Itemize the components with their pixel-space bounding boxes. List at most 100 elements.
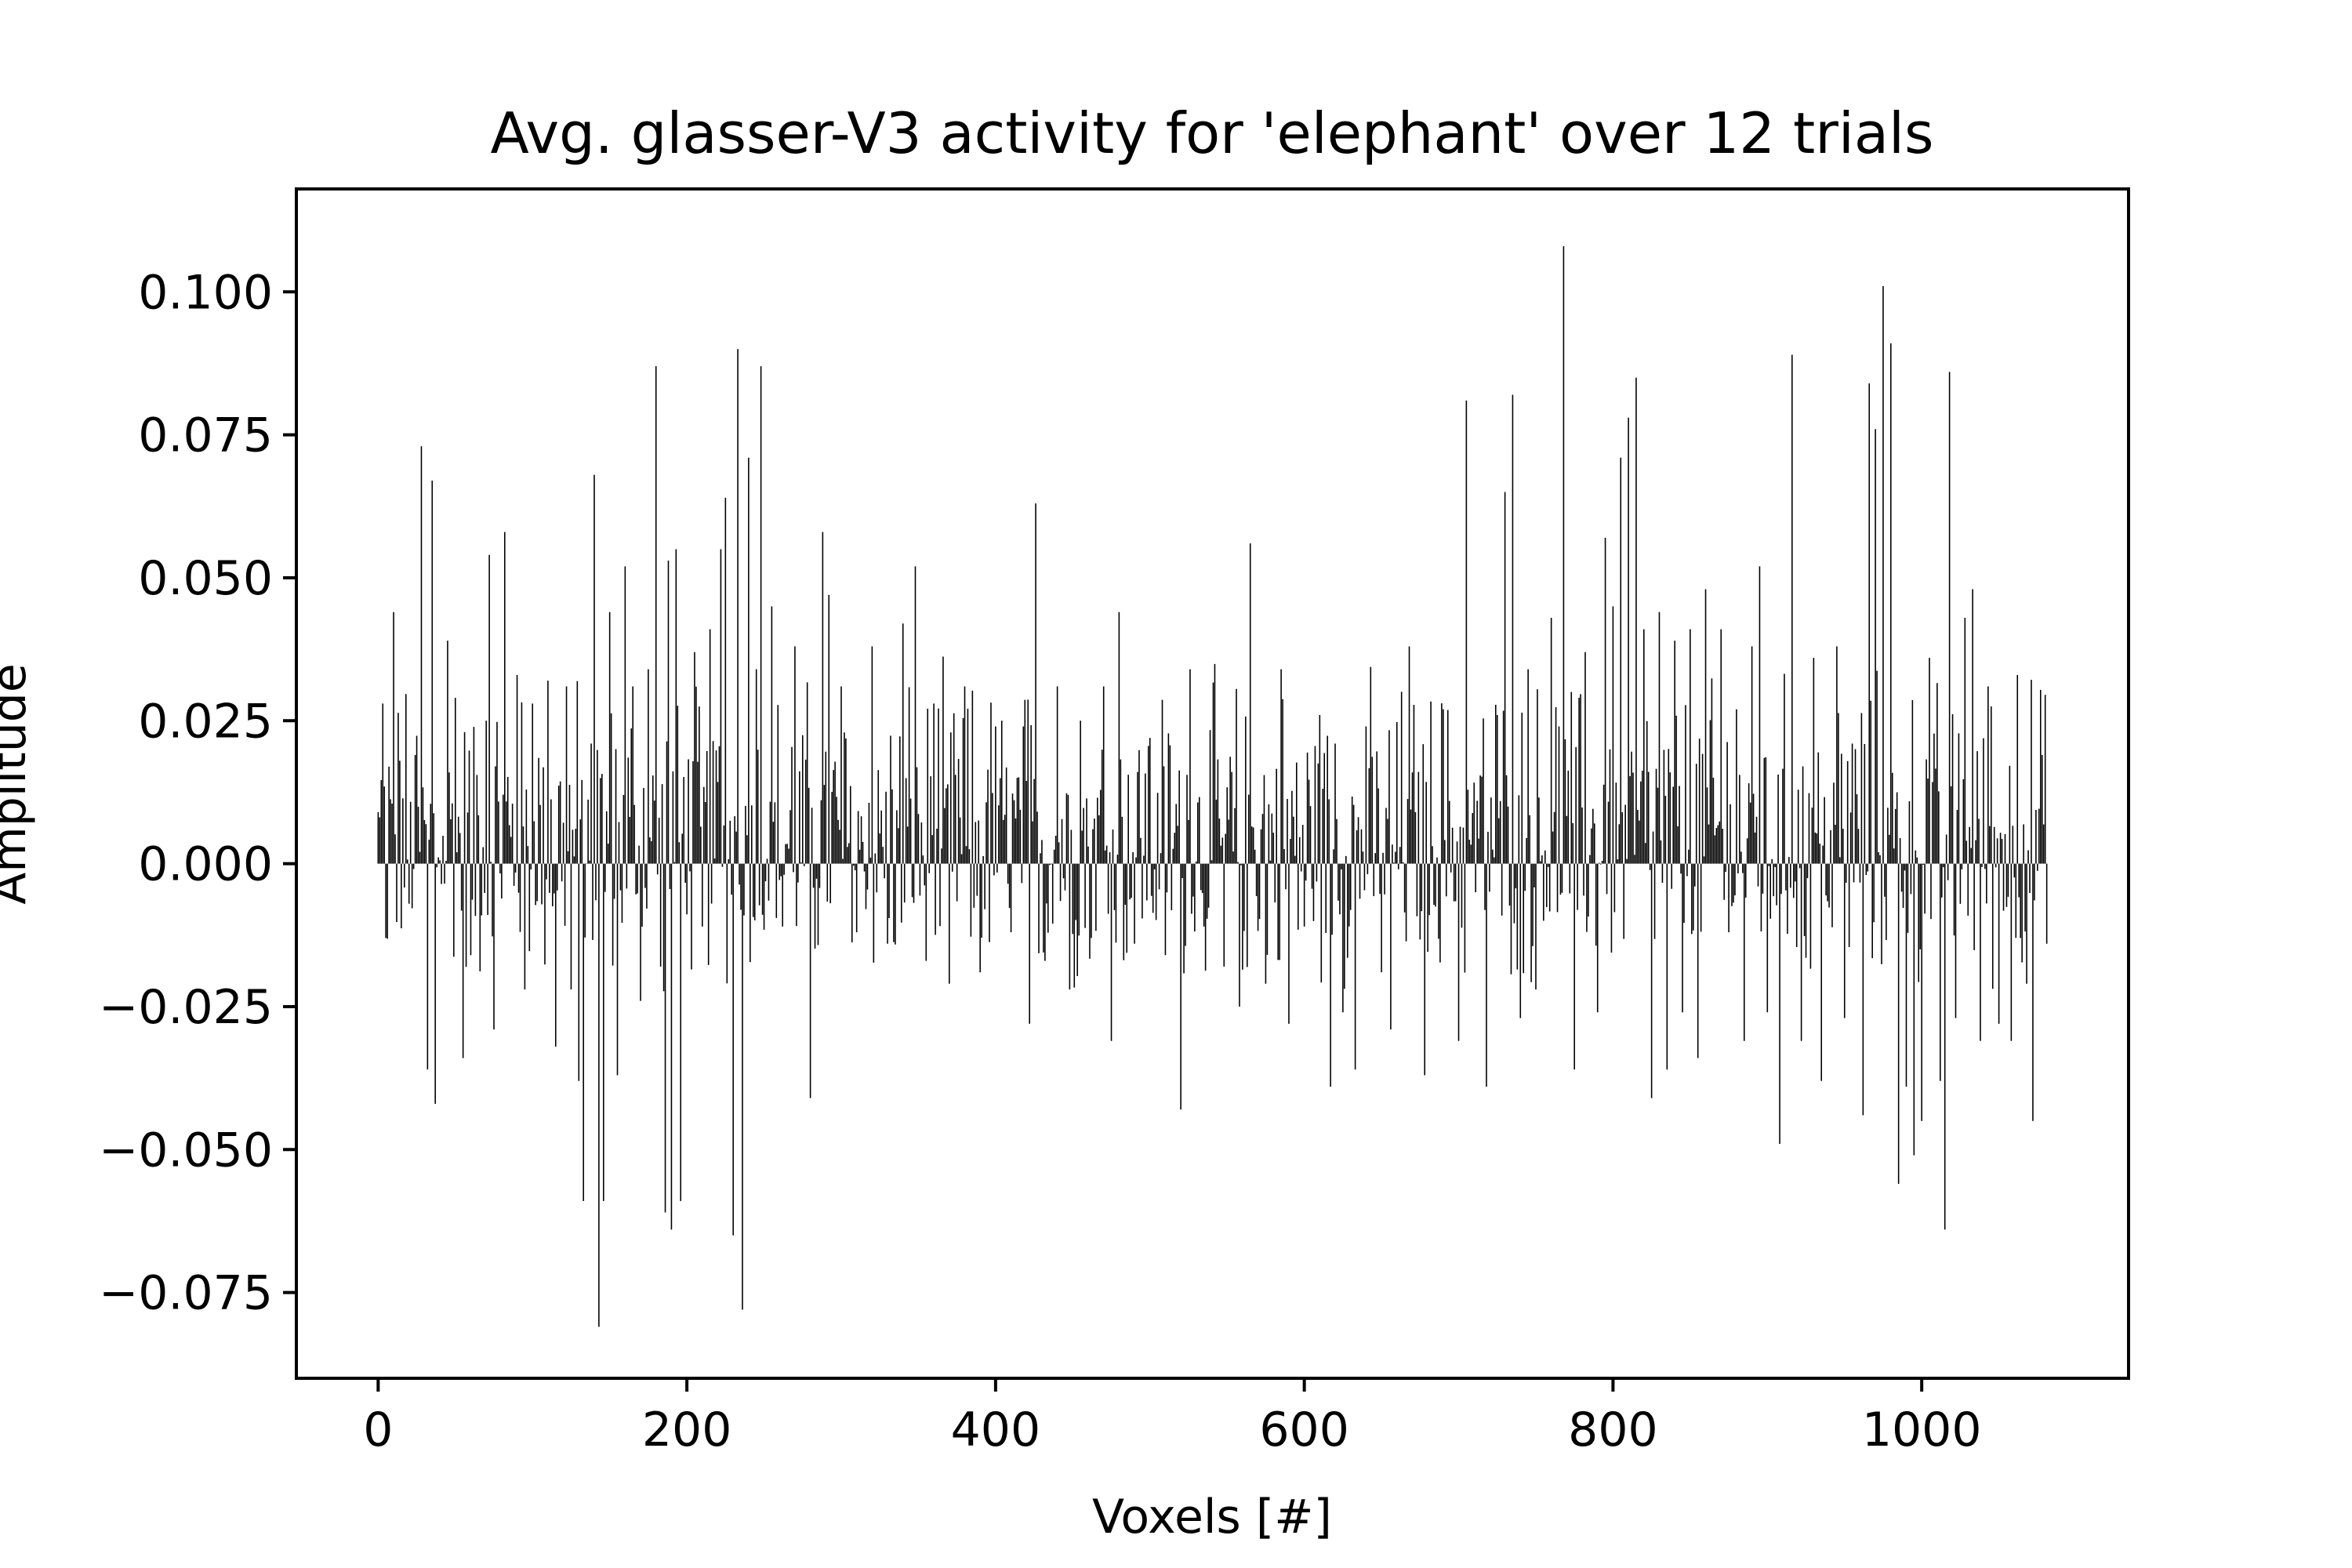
bar — [1405, 863, 1407, 942]
bar — [2034, 863, 2035, 901]
bar — [1752, 793, 1755, 864]
bar — [1167, 733, 1170, 864]
bar — [652, 775, 654, 864]
bar — [1835, 824, 1836, 864]
bar — [1441, 703, 1443, 864]
bar — [510, 837, 512, 864]
bar — [393, 612, 394, 864]
bar — [938, 708, 939, 864]
bar — [626, 863, 628, 889]
bar — [1683, 863, 1685, 924]
bar — [2015, 863, 2017, 938]
bar — [1618, 824, 1621, 864]
bar — [1146, 863, 1148, 901]
bar — [434, 863, 436, 1104]
bar — [1658, 612, 1661, 864]
bar — [1663, 750, 1665, 864]
bar — [581, 779, 583, 864]
bar — [1468, 840, 1471, 864]
bar — [1933, 733, 1935, 864]
bar — [987, 769, 989, 864]
y-axis: −0.075 −0.050 −0.025 0.000 0.025 0.050 0.075 0.… — [99, 265, 296, 1321]
bar — [1730, 804, 1731, 864]
bar — [1951, 713, 1954, 864]
bar — [382, 703, 384, 864]
bar — [1000, 720, 1003, 864]
bar — [1782, 768, 1784, 864]
bar — [1881, 863, 1882, 964]
bar — [1555, 707, 1557, 864]
bar — [1416, 863, 1418, 916]
bar — [1695, 764, 1697, 864]
bar — [1215, 799, 1218, 864]
bar — [844, 732, 845, 864]
bar — [922, 855, 924, 864]
bar — [412, 863, 415, 869]
bar — [845, 738, 847, 864]
bar — [1519, 863, 1522, 1018]
bar — [648, 669, 649, 864]
bar — [1040, 853, 1041, 864]
bar — [1545, 863, 1548, 908]
bar — [630, 728, 633, 864]
bar — [1569, 863, 1571, 894]
bar — [422, 787, 424, 864]
bar — [1768, 863, 1770, 866]
bar — [1607, 801, 1610, 864]
bar — [1137, 771, 1138, 864]
bar — [1204, 863, 1207, 971]
bar — [1529, 815, 1530, 864]
bar — [709, 629, 711, 864]
bar — [1706, 787, 1708, 864]
bar — [557, 786, 560, 864]
bar — [1787, 863, 1788, 935]
bar — [1058, 842, 1060, 864]
bar — [1841, 753, 1842, 864]
bar — [1774, 863, 1776, 867]
bar — [989, 863, 990, 942]
bar — [1331, 863, 1333, 935]
bar — [1688, 849, 1690, 864]
bar — [624, 566, 626, 864]
bar — [1390, 863, 1392, 1030]
bar — [1344, 863, 1345, 989]
bar — [823, 785, 826, 864]
bar — [1342, 863, 1344, 1013]
bar — [420, 446, 423, 864]
bar — [425, 824, 427, 864]
bar — [755, 669, 757, 864]
y-tick-label: 0.025 — [138, 694, 273, 749]
x-axis: 0 200 400 600 800 1000 — [363, 1378, 1982, 1457]
bar — [1575, 746, 1577, 864]
bar — [1419, 863, 1421, 940]
bar — [661, 784, 663, 864]
bar — [1846, 760, 1849, 864]
bar — [1820, 863, 1822, 1081]
bar — [528, 863, 531, 952]
bar — [1682, 863, 1683, 1013]
bar — [1700, 863, 1702, 932]
bar — [455, 698, 456, 864]
bar — [1291, 790, 1293, 864]
bar — [1035, 503, 1036, 864]
bar — [777, 705, 779, 864]
bar — [1354, 863, 1356, 1070]
bar — [913, 863, 915, 903]
bar — [1515, 863, 1517, 889]
bar — [1381, 863, 1382, 973]
bar — [1994, 863, 1997, 868]
bar — [1427, 863, 1428, 953]
bar — [431, 480, 434, 864]
x-axis-label: Voxels [#] — [1092, 1490, 1332, 1544]
bar — [979, 863, 981, 973]
bar — [854, 863, 856, 871]
bar — [1827, 863, 1828, 902]
bar — [1323, 753, 1326, 864]
bar — [1221, 837, 1224, 864]
bar — [732, 863, 734, 1236]
bar — [1059, 863, 1062, 902]
bar — [1739, 775, 1740, 864]
bar — [1893, 848, 1895, 864]
bar — [876, 863, 878, 893]
bar — [1051, 863, 1054, 924]
